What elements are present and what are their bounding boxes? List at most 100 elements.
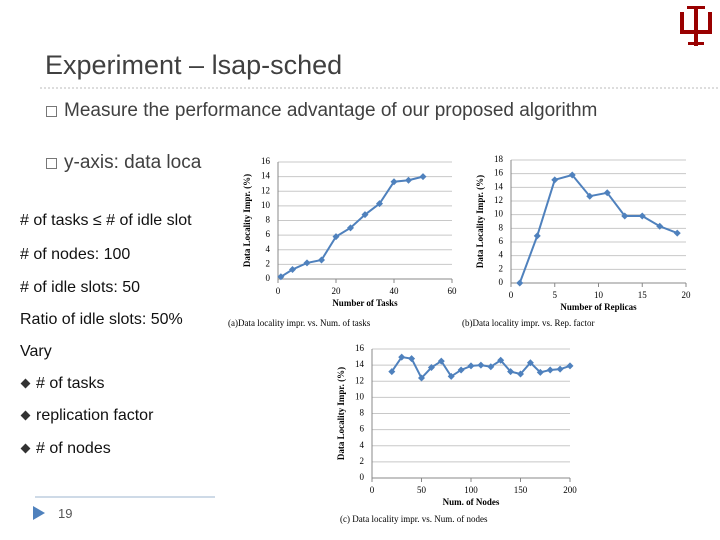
note: Vary — [20, 343, 52, 360]
sub-bullet: # of tasks — [20, 375, 104, 393]
marker — [516, 279, 524, 287]
marker — [332, 233, 340, 241]
marker — [289, 265, 296, 273]
y-tick-label: 0 — [360, 472, 365, 482]
y-tick-label: 8 — [266, 215, 271, 225]
sub-bullet-text: # of nodes — [36, 440, 111, 457]
marker — [376, 200, 383, 208]
x-axis-label: Number of Tasks — [332, 298, 398, 308]
x-tick-label: 20 — [682, 290, 692, 300]
x-tick-label: 0 — [509, 290, 514, 300]
bullet: Measure the performance advantage of our… — [46, 100, 624, 122]
y-tick-label: 16 — [355, 343, 365, 353]
y-tick-label: 14 — [494, 181, 504, 191]
x-tick-label: 0 — [370, 485, 375, 495]
chart: 0 2 4 6 8 10 12 14 16 0 50 100 150 200 Num. of Nodes Da… — [335, 338, 595, 533]
x-tick-label: 10 — [594, 290, 604, 300]
y-tick-label: 4 — [499, 250, 504, 260]
bullet-text: Measure the performance advantage of our… — [64, 100, 598, 121]
marker — [419, 173, 427, 181]
y-tick-label: 2 — [266, 258, 271, 268]
marker — [457, 366, 465, 374]
x-tick-label: 60 — [448, 286, 458, 296]
y-tick-label: 10 — [494, 209, 504, 219]
caption: (a)Data locality impr. vs. Num. of tasks — [228, 318, 371, 328]
marker — [517, 370, 524, 378]
y-tick-label: 12 — [261, 185, 270, 195]
logo — [680, 6, 712, 46]
x-tick-label: 50 — [417, 485, 427, 495]
y-tick-label: 4 — [266, 244, 271, 254]
marker — [318, 256, 325, 264]
marker — [427, 364, 435, 372]
marker — [568, 171, 576, 179]
y-tick-label: 16 — [494, 168, 504, 178]
sub-bullet-text: # of tasks — [36, 375, 105, 392]
marker — [405, 176, 412, 184]
y-tick-label: 8 — [499, 222, 504, 232]
chart: 0 2 4 6 8 10 12 14 16 18 0 5 10 15 20 Number of Replica… — [462, 152, 700, 328]
bullet: y-axis: data loca — [46, 152, 201, 174]
marker — [277, 273, 285, 281]
note: Ratio of idle slots: 50% — [20, 311, 183, 328]
x-axis-label: Num. of Nodes — [443, 497, 500, 507]
marker — [603, 189, 611, 197]
y-tick-label: 12 — [355, 375, 364, 385]
marker — [303, 259, 311, 267]
marker — [447, 372, 455, 380]
y-tick-label: 16 — [261, 156, 271, 166]
chart: 0 2 4 6 8 10 12 14 16 0 20 40 60 Number of Tasks Data … — [228, 155, 462, 328]
marker — [398, 353, 406, 361]
sub-bullet: replication factor — [20, 407, 153, 425]
marker — [487, 363, 495, 371]
marker — [347, 224, 354, 232]
marker — [586, 192, 594, 200]
sub-bullet: # of nodes — [20, 440, 111, 458]
y-axis-label: Data Locality Impr. (%) — [242, 174, 252, 267]
y-tick-label: 12 — [494, 195, 503, 205]
marker — [497, 356, 505, 364]
marker — [418, 374, 425, 382]
x-tick-label: 15 — [638, 290, 648, 300]
marker — [388, 368, 396, 376]
sub-bullet-text: replication factor — [36, 407, 154, 424]
y-tick-label: 10 — [355, 391, 365, 401]
marker — [507, 368, 515, 376]
x-axis-label: Number of Replicas — [560, 302, 637, 312]
y-axis-label: Data Locality Impr. (%) — [336, 367, 346, 460]
marker — [656, 222, 664, 230]
y-tick-label: 6 — [360, 424, 365, 434]
caption: (c) Data locality impr. vs. Num. of node… — [340, 514, 488, 524]
x-tick-label: 100 — [464, 485, 478, 495]
marker — [477, 361, 485, 369]
y-tick-label: 6 — [266, 229, 271, 239]
y-tick-label: 14 — [355, 359, 365, 369]
page-number: 19 — [58, 506, 73, 521]
marker — [536, 368, 544, 376]
marker — [638, 212, 646, 220]
marker — [556, 365, 564, 373]
y-tick-label: 2 — [360, 456, 365, 466]
title: Experiment – lsap-sched — [45, 50, 343, 80]
marker — [526, 359, 534, 367]
line — [518, 173, 678, 284]
y-tick-label: 14 — [261, 171, 271, 181]
note: # of idle slots: 50 — [20, 279, 141, 296]
marker — [467, 362, 475, 370]
y-tick-label: 8 — [360, 408, 365, 418]
marker — [551, 176, 559, 184]
x-tick-label: 40 — [390, 286, 400, 296]
marker — [408, 355, 416, 363]
note: # of nodes: 100 — [20, 246, 131, 263]
y-tick-label: 0 — [266, 273, 271, 283]
marker — [533, 232, 541, 240]
marker — [546, 366, 554, 374]
y-tick-label: 0 — [499, 277, 504, 287]
bullet-text: y-axis: data loca — [64, 152, 202, 173]
x-tick-label: 150 — [514, 485, 528, 495]
marker — [390, 178, 398, 186]
x-tick-label: 200 — [563, 485, 577, 495]
y-tick-label: 10 — [261, 200, 271, 210]
